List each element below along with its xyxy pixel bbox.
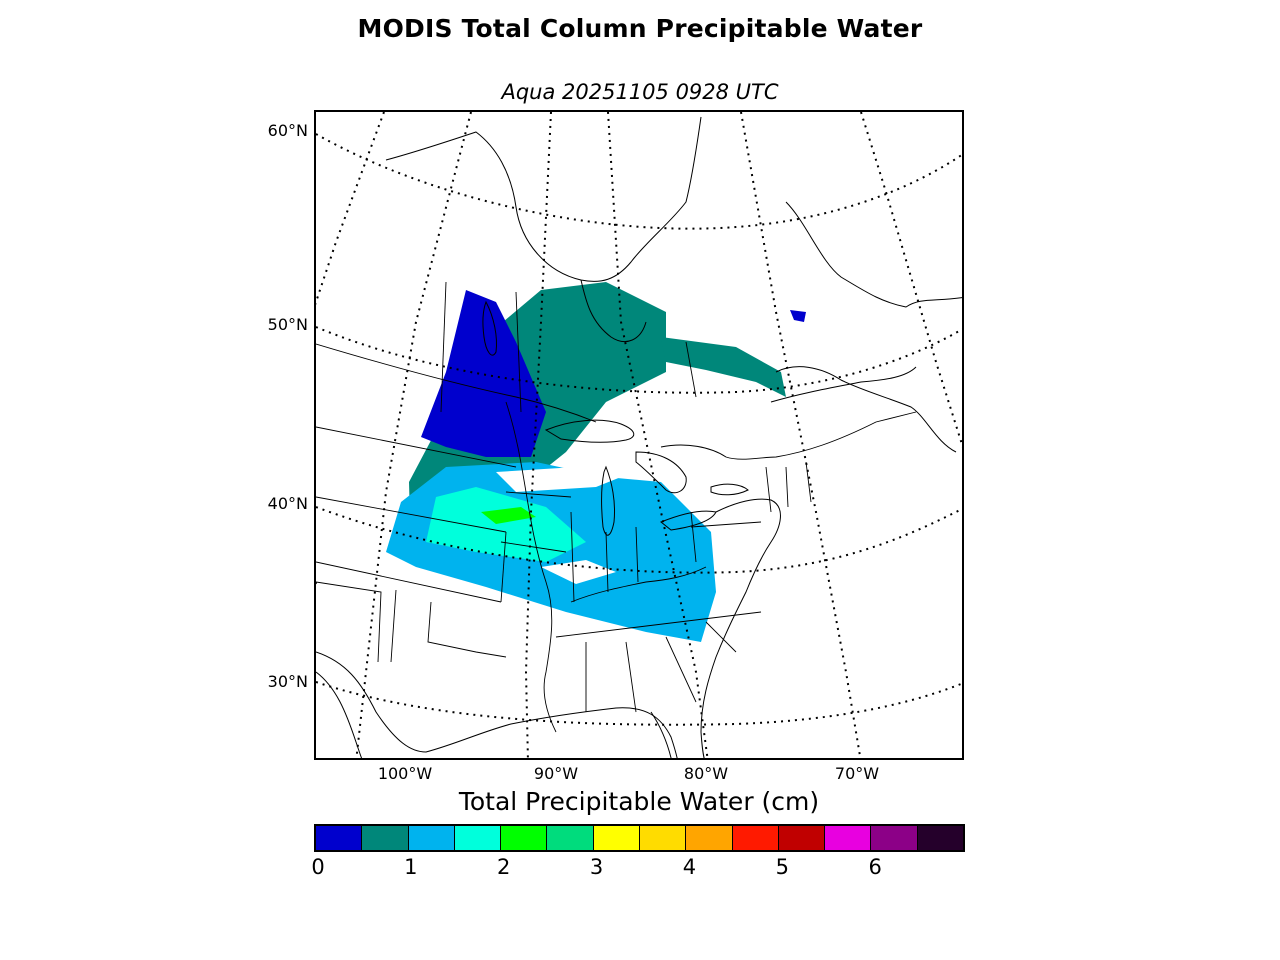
pw-region-blue-patch <box>790 310 806 322</box>
lat-label-50: 50°N <box>267 315 308 334</box>
chart-title: MODIS Total Column Precipitable Water <box>357 14 923 43</box>
manitoba-ontario-border <box>515 291 522 413</box>
colorbar-tick-label: 5 <box>775 855 789 879</box>
graticule-lat-40 <box>316 506 962 574</box>
graticule-lat-60 <box>316 133 962 230</box>
colorbar-title: Total Precipitable Water (cm) <box>458 787 820 816</box>
colorbar-tick-label: 2 <box>497 855 511 879</box>
colorbar-segment <box>500 826 547 850</box>
lat-label-60: 60°N <box>267 121 308 140</box>
colorbar-segment <box>870 826 917 850</box>
graticule-lat-50 <box>316 326 962 394</box>
colorbar-segment <box>316 826 362 850</box>
graticule-lat-30 <box>316 681 962 726</box>
florida-coast <box>650 711 672 758</box>
atlantic-coast <box>700 498 781 758</box>
colorbar-tick-label: 0 <box>311 855 325 879</box>
ohio-pa-border <box>690 511 762 563</box>
labrador-coast <box>785 201 962 308</box>
kansas-oklahoma <box>316 561 502 603</box>
chart-subtitle: Aqua 20251105 0928 UTC <box>501 80 779 104</box>
pw-region-white-gap-2 <box>541 560 616 584</box>
colorbar <box>314 824 965 852</box>
lon-label-80w: 80°W <box>683 764 729 783</box>
missouri-border <box>500 531 507 603</box>
colorbar-segment <box>453 826 501 850</box>
new-england-borders <box>765 461 812 513</box>
lake-superior <box>544 419 635 443</box>
dakota-border <box>316 426 517 468</box>
colorbar-tick-label: 6 <box>868 855 882 879</box>
coastlines <box>316 116 962 758</box>
colorbar-segment <box>731 826 778 850</box>
colorbar-segment <box>777 826 825 850</box>
colorbar-segment <box>361 826 408 850</box>
graticule-lon-100 <box>316 112 385 306</box>
lon-label-100w: 100°W <box>377 764 433 783</box>
texas-border <box>316 581 397 663</box>
colorbar-segment <box>407 826 454 850</box>
oklahoma-texas <box>427 601 507 658</box>
hudson-bay-coast <box>385 116 702 282</box>
lake-erie <box>660 510 717 531</box>
graticule-lon-80 <box>607 112 709 758</box>
graticule-lon-90 <box>524 112 552 758</box>
pw-swath <box>386 282 806 642</box>
pw-region-green-streak <box>481 507 536 524</box>
lake-ontario <box>710 483 749 496</box>
lat-label-40: 40°N <box>267 494 308 513</box>
lake-huron <box>635 451 687 494</box>
colorbar-tick-label: 1 <box>404 855 418 879</box>
st-lawrence-south <box>775 366 957 453</box>
sask-manitoba-border <box>440 281 447 413</box>
nebraska-kansas <box>316 496 507 533</box>
map-svg <box>316 112 962 758</box>
indiana-illinois <box>570 511 639 603</box>
al-ga-border <box>585 636 697 713</box>
ontario-quebec-border <box>685 341 697 398</box>
lake-winnipeg <box>482 300 497 356</box>
carolinas-border <box>705 621 737 653</box>
lake-michigan <box>601 465 615 536</box>
ohio-river <box>570 566 707 603</box>
colorbar-segment <box>916 826 963 850</box>
graticule <box>316 112 962 758</box>
colorbar-segment <box>638 826 686 850</box>
state-borders <box>316 281 917 733</box>
gulf-coast <box>316 651 678 758</box>
tennessee-border <box>555 611 762 638</box>
colorbar-segment <box>824 826 871 850</box>
pw-region-teal-east <box>661 337 786 397</box>
pw-region-blue-north <box>421 290 546 457</box>
us-canada-border <box>316 343 917 460</box>
lon-label-70w: 70°W <box>834 764 880 783</box>
mississippi-river <box>505 401 557 733</box>
graticule-lon-100b <box>355 112 472 758</box>
iowa-border <box>500 491 572 553</box>
james-bay-coast <box>580 279 647 342</box>
colorbar-segment <box>546 826 593 850</box>
st-lawrence-north <box>770 366 917 403</box>
map-panel <box>314 110 964 760</box>
colorbar-segment <box>592 826 639 850</box>
colorbar-segment <box>685 826 732 850</box>
colorbar-tick-label: 4 <box>682 855 697 879</box>
lat-label-30: 30°N <box>267 672 308 691</box>
graticule-lon-70 <box>740 112 862 758</box>
colorbar-tick-label: 3 <box>589 855 604 879</box>
pw-region-cyan <box>426 487 586 562</box>
lon-label-90w: 90°W <box>533 764 579 783</box>
